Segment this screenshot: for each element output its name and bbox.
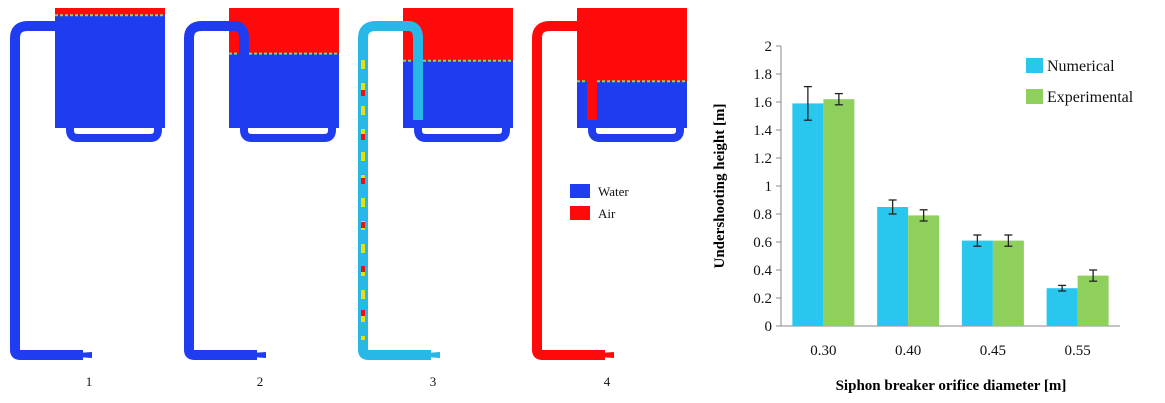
- x-axis-title: Siphon breaker orifice diameter [m]: [836, 378, 1067, 394]
- y-tick-label: 2: [765, 39, 773, 55]
- error-bar: [1089, 269, 1098, 282]
- bar-experimental-0.55: [1077, 275, 1109, 326]
- legend-label-experimental: Experimental: [1047, 89, 1134, 106]
- outlet-nozzle: [252, 352, 266, 358]
- bar-numerical-0.40: [877, 207, 909, 326]
- bar-numerical-0.30: [792, 103, 824, 327]
- panel-caption-1: 1: [85, 374, 93, 389]
- siphon-panel-4: [532, 8, 687, 360]
- x-tick-label: 0.40: [895, 343, 921, 359]
- bar-numerical-0.45: [961, 240, 993, 326]
- error-bar: [973, 234, 982, 247]
- siphon-panel-1: [10, 8, 165, 360]
- bar-numerical-0.55: [1046, 288, 1078, 326]
- return-pipe: [66, 120, 162, 142]
- y-tick-label: 0.8: [753, 207, 772, 223]
- y-tick-label: 0.2: [753, 291, 772, 307]
- panel-caption-3: 3: [429, 374, 437, 389]
- legend-swatch-numerical: [1026, 58, 1043, 73]
- error-bar: [1004, 234, 1013, 247]
- y-tick-label: 1.6: [753, 95, 772, 111]
- siphon-panel-2: [184, 8, 339, 360]
- error-bar: [888, 199, 897, 215]
- y-tick-label: 0: [765, 319, 773, 335]
- outlet-nozzle: [78, 352, 92, 358]
- outlet-nozzle: [600, 352, 614, 358]
- siphon-panel-3: [358, 8, 513, 360]
- water-swatch: [570, 184, 590, 198]
- bar-chart: 0 0.2 0.4 0.6 0.8 1 1.2 1.4 1.6 1.8 2 0.30 0.40 0.45…: [712, 39, 1134, 394]
- siphon-pipe: [358, 21, 431, 360]
- y-axis-title: Undershooting height [m]: [712, 103, 728, 268]
- return-pipe: [414, 120, 510, 142]
- y-tick-label: 1.8: [753, 67, 772, 83]
- error-bar: [919, 209, 928, 222]
- bar-experimental-0.45: [992, 240, 1024, 326]
- return-pipe: [240, 120, 336, 142]
- x-tick-label: 0.55: [1065, 343, 1091, 359]
- error-bar: [834, 92, 843, 106]
- siphon-pipe: [532, 21, 605, 360]
- y-tick-label: 0.6: [753, 235, 772, 251]
- y-tick-label: 1.4: [753, 123, 772, 139]
- air-label: Air: [598, 206, 616, 221]
- series-legend: Numerical Experimental: [1026, 58, 1134, 106]
- siphon-pipe: [184, 21, 257, 360]
- outlet-nozzle: [426, 352, 440, 358]
- y-tick-label: 0.4: [753, 263, 772, 279]
- x-tick-label: 0.45: [980, 343, 1006, 359]
- legend-swatch-experimental: [1026, 89, 1043, 104]
- bar-experimental-0.30: [823, 99, 855, 326]
- error-bar: [803, 85, 812, 121]
- bar-experimental-0.40: [908, 215, 940, 326]
- siphon-panels: [10, 8, 687, 360]
- water-label: Water: [598, 184, 629, 199]
- air-swatch: [570, 206, 590, 220]
- legend-label-numerical: Numerical: [1047, 58, 1115, 75]
- y-tick-label: 1.2: [753, 151, 772, 167]
- panel-caption-4: 4: [603, 374, 611, 389]
- return-pipe: [588, 120, 684, 142]
- siphon-pipe: [10, 21, 83, 360]
- error-bar: [1058, 284, 1067, 292]
- x-tick-label: 0.30: [810, 343, 836, 359]
- y-tick-label: 1: [765, 179, 773, 195]
- panel-caption-2: 2: [256, 374, 264, 389]
